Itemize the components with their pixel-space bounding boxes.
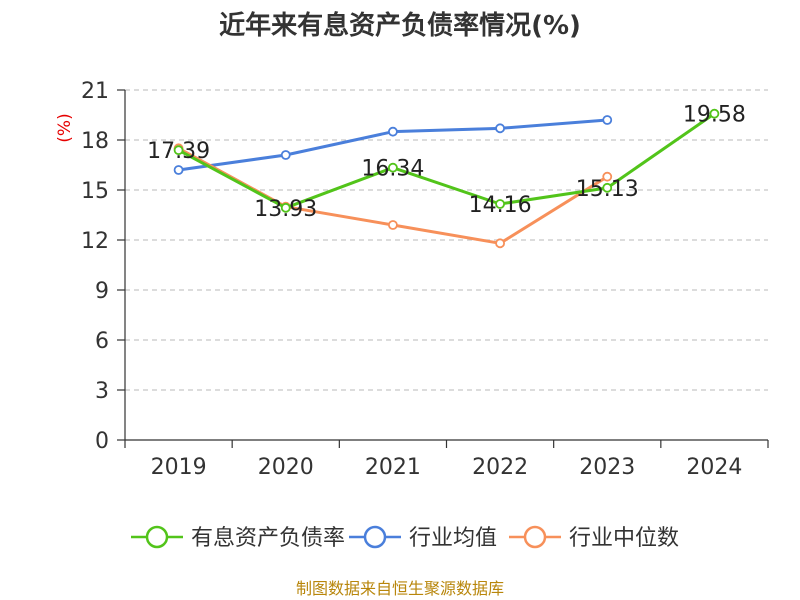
legend-item: 行业均值 [349, 525, 497, 551]
legend-label: 有息资产负债率 [191, 526, 345, 551]
data-point [280, 202, 291, 213]
y-tick-label: 12 [81, 229, 109, 254]
data-label: 13.93 [254, 197, 317, 222]
data-point [495, 238, 505, 249]
data-point [495, 123, 505, 134]
source-note: 制图数据来自恒生聚源数据库 [296, 579, 504, 598]
data-label: 17.39 [147, 139, 210, 164]
data-point [495, 199, 505, 209]
series-line [177, 112, 716, 210]
y-tick-label: 15 [81, 179, 109, 204]
legend-label: 行业中位数 [569, 526, 679, 551]
data-labels: 17.39 13.93 16.34 14.16 15.13 19.58 [147, 103, 746, 222]
legend-marker [523, 525, 547, 549]
data-point [602, 171, 613, 182]
data-point [388, 220, 398, 230]
data-label: 19.58 [683, 103, 746, 128]
y-tick-label: 21 [81, 79, 109, 104]
data-label: 16.34 [361, 157, 424, 182]
x-tick-label: 2023 [579, 455, 635, 480]
data-point [173, 165, 184, 175]
data-label: 15.13 [576, 177, 639, 202]
chart-title: 近年来有息资产负债率情况(%) [219, 10, 581, 41]
data-point [173, 145, 184, 156]
axes: 0 3 6 9 12 15 18 21 2019 2020 2021 2022 2023 2024 [81, 79, 769, 480]
series-lines [173, 108, 720, 249]
legend-item: 有息资产负债率 [131, 525, 345, 551]
x-tick-label: 2020 [258, 455, 314, 480]
y-tick-label: 9 [95, 279, 109, 304]
legend-marker [145, 525, 169, 549]
data-point [388, 126, 398, 137]
y-axis-unit-label: (%) [55, 113, 75, 142]
legend-item: 行业中位数 [509, 525, 679, 551]
x-tick-label: 2024 [686, 455, 742, 480]
y-tick-label: 18 [81, 129, 109, 154]
legend-label: 行业均值 [409, 526, 497, 551]
x-tick-label: 2019 [151, 455, 207, 480]
y-tick-label: 0 [95, 429, 109, 454]
x-tick-label: 2022 [472, 455, 528, 480]
legend: 有息资产负债率 行业均值 行业中位数 [131, 525, 679, 551]
data-label: 14.16 [469, 193, 532, 218]
grid-lines [125, 89, 768, 391]
x-tick-label: 2021 [365, 455, 421, 480]
data-point [280, 150, 291, 160]
data-point [602, 182, 613, 193]
y-tick-label: 6 [95, 329, 109, 354]
y-tick-label: 3 [95, 379, 109, 404]
data-point [602, 115, 613, 125]
legend-marker [363, 525, 387, 549]
data-point [709, 108, 720, 119]
data-point [388, 162, 398, 173]
